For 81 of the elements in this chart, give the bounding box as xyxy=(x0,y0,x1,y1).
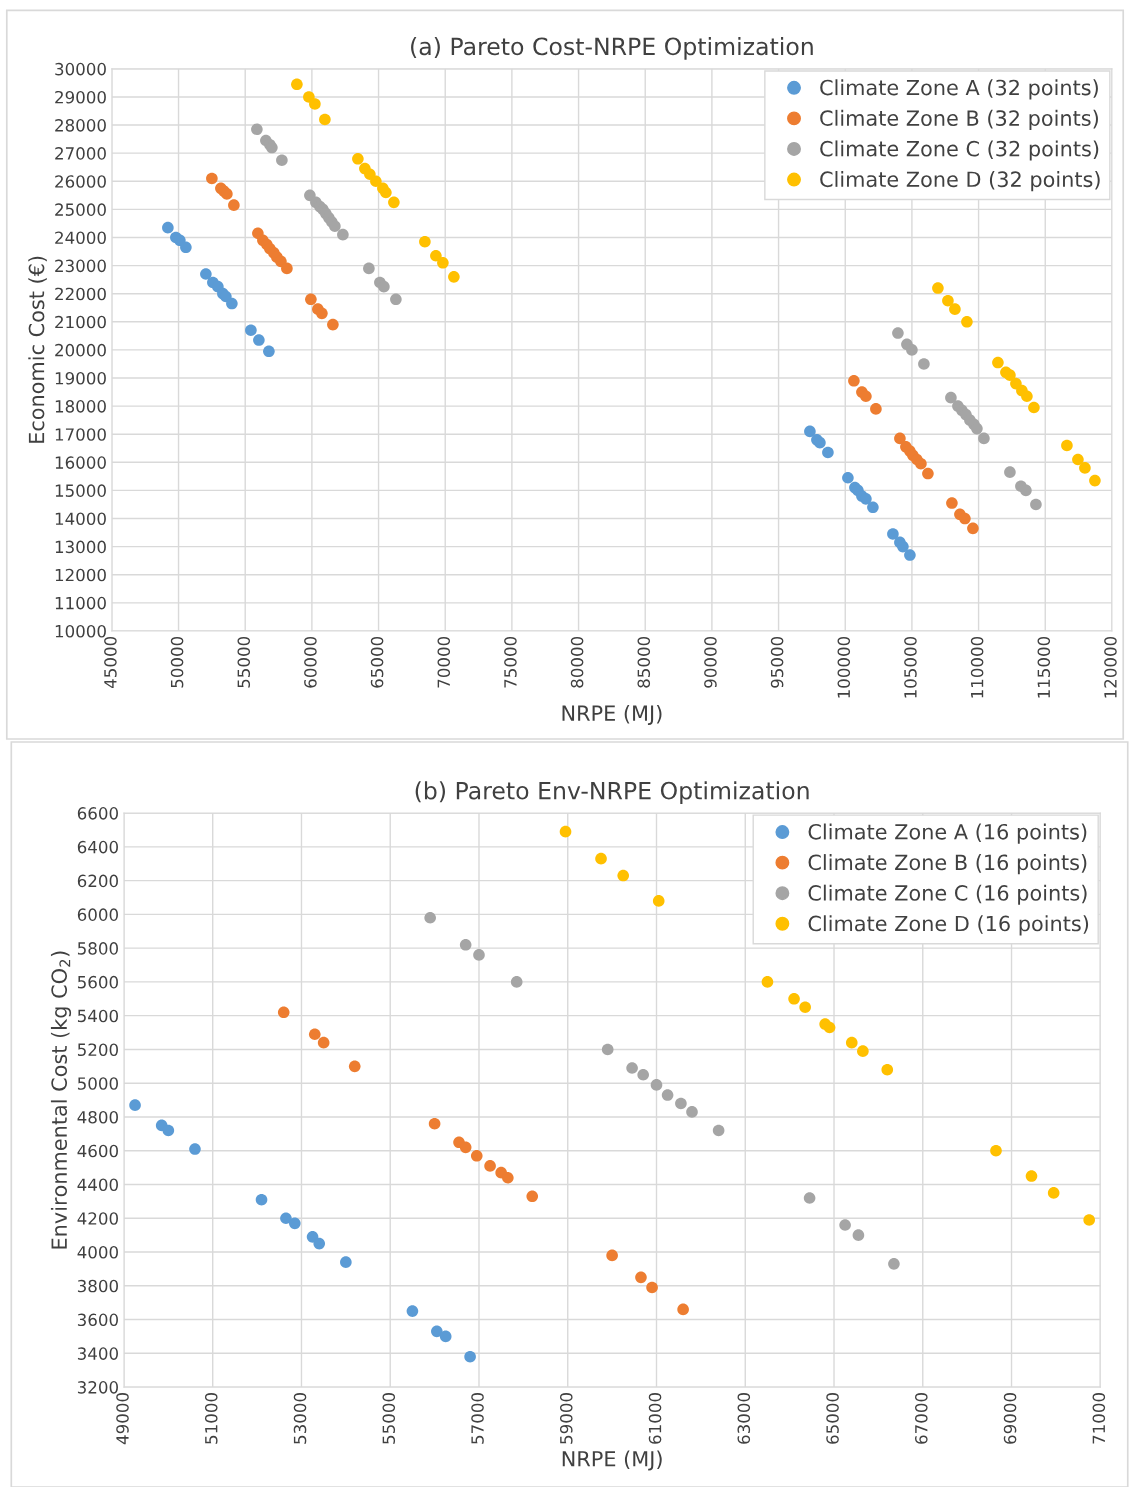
y-tick-label: 24000 xyxy=(55,231,106,245)
y-tick-label: 6400 xyxy=(77,840,118,854)
y-tick-label: 4200 xyxy=(77,1212,118,1225)
y-tick-label: 18000 xyxy=(55,400,106,413)
y-tick-label: 25000 xyxy=(55,203,106,216)
x-tick-label: 120000 xyxy=(1104,636,1117,698)
y-tick-label: 16000 xyxy=(55,456,106,469)
x-tick-label: 115000 xyxy=(1037,636,1051,698)
legend-label: Climate Zone D (16 points) xyxy=(808,915,1089,936)
x-tick-label: 55000 xyxy=(382,1393,396,1444)
x-tick-label: 65000 xyxy=(370,636,384,688)
y-tick-label: 3800 xyxy=(77,1279,118,1293)
legend-label: Climate Zone B (16 points) xyxy=(808,854,1087,875)
y-tick-label: 3200 xyxy=(77,1381,118,1394)
x-tick-label: 59000 xyxy=(559,1393,573,1444)
x-tick-label: 50000 xyxy=(170,636,184,688)
chart-title: (a) Pareto Cost-NRPE Optimization xyxy=(411,37,813,60)
legend-label: Climate Zone C (16 points) xyxy=(808,884,1087,905)
y-tick-label: 20000 xyxy=(55,343,106,357)
x-tick-label: 63000 xyxy=(737,1393,751,1444)
x-tick-label: 51000 xyxy=(204,1393,218,1444)
x-tick-label: 70000 xyxy=(437,636,451,688)
x-tick-label: 67000 xyxy=(915,1393,928,1444)
x-tick-label: 71000 xyxy=(1092,1393,1106,1444)
y-tick-label: 21000 xyxy=(55,315,106,329)
x-tick-label: 90000 xyxy=(704,636,717,688)
y-tick-label: 5800 xyxy=(77,942,118,955)
y-tick-label: 5600 xyxy=(77,975,118,989)
y-tick-label: 26000 xyxy=(55,175,106,188)
y-tick-label: 17000 xyxy=(55,428,106,441)
x-tick-label: 60000 xyxy=(304,636,317,688)
y-tick-label: 23000 xyxy=(55,259,106,273)
y-tick-label: 14000 xyxy=(55,512,106,526)
y-tick-label: 29000 xyxy=(55,90,106,104)
x-tick-label: 69000 xyxy=(1003,1393,1017,1444)
x-tick-label: 49000 xyxy=(116,1393,129,1445)
legend-label: Climate Zone A (16 points) xyxy=(808,823,1087,844)
x-tick-label: 55000 xyxy=(237,636,251,688)
y-tick-label: 6000 xyxy=(77,908,118,921)
legend-label: Climate Zone A (32 points) xyxy=(820,79,1098,100)
y-tick-label: 27000 xyxy=(55,147,106,160)
x-tick-label: 65000 xyxy=(826,1393,839,1444)
y-tick-label: 13000 xyxy=(55,540,106,554)
x-tick-label: 85000 xyxy=(637,636,651,688)
y-tick-label: 15000 xyxy=(55,484,106,497)
x-tick-label: 80000 xyxy=(570,636,584,688)
y-tick-label: 12000 xyxy=(55,568,106,582)
y-tick-label: 3400 xyxy=(77,1347,118,1360)
x-tick-label: 45000 xyxy=(104,636,117,688)
x-axis-title: NRPE (MJ) xyxy=(562,1450,662,1471)
y-tick-label: 11000 xyxy=(55,596,106,610)
x-tick-label: 57000 xyxy=(471,1393,484,1444)
x-tick-label: 53000 xyxy=(293,1393,307,1444)
y-axis-title: Environmental Cost (kg CO$_{2}$) xyxy=(50,951,72,1249)
y-tick-label: 5200 xyxy=(77,1043,118,1057)
y-tick-label: 3600 xyxy=(77,1313,118,1327)
legend-label: Climate Zone C (32 points) xyxy=(820,140,1099,161)
y-tick-label: 6600 xyxy=(77,807,118,820)
x-tick-label: 110000 xyxy=(970,636,984,698)
y-tick-label: 5000 xyxy=(77,1077,118,1090)
y-tick-label: 28000 xyxy=(55,119,106,132)
y-tick-label: 19000 xyxy=(55,371,106,385)
legend-label: Climate Zone B (32 points) xyxy=(820,109,1098,131)
x-tick-label: 100000 xyxy=(837,636,851,698)
y-tick-label: 30000 xyxy=(55,62,106,76)
y-tick-label: 10000 xyxy=(55,624,106,638)
legend-label: Climate Zone D (32 points) xyxy=(820,171,1100,192)
x-tick-label: 105000 xyxy=(904,636,917,698)
y-tick-label: 4000 xyxy=(77,1245,118,1259)
x-tick-label: 95000 xyxy=(770,636,784,688)
y-tick-label: 5400 xyxy=(77,1009,118,1023)
x-tick-label: 75000 xyxy=(504,636,517,688)
x-axis-title: NRPE (MJ) xyxy=(562,705,662,725)
y-tick-label: 4600 xyxy=(77,1144,118,1158)
y-axis-title: Economic Cost (€) xyxy=(28,256,47,443)
y-tick-label: 4800 xyxy=(77,1110,118,1124)
y-tick-label: 6200 xyxy=(77,874,118,888)
x-tick-label: 61000 xyxy=(648,1393,662,1444)
chart-title: (b) Pareto Env-NRPE Optimization xyxy=(415,781,809,805)
y-tick-label: 22000 xyxy=(55,287,106,301)
y-tick-label: 4400 xyxy=(77,1178,118,1192)
